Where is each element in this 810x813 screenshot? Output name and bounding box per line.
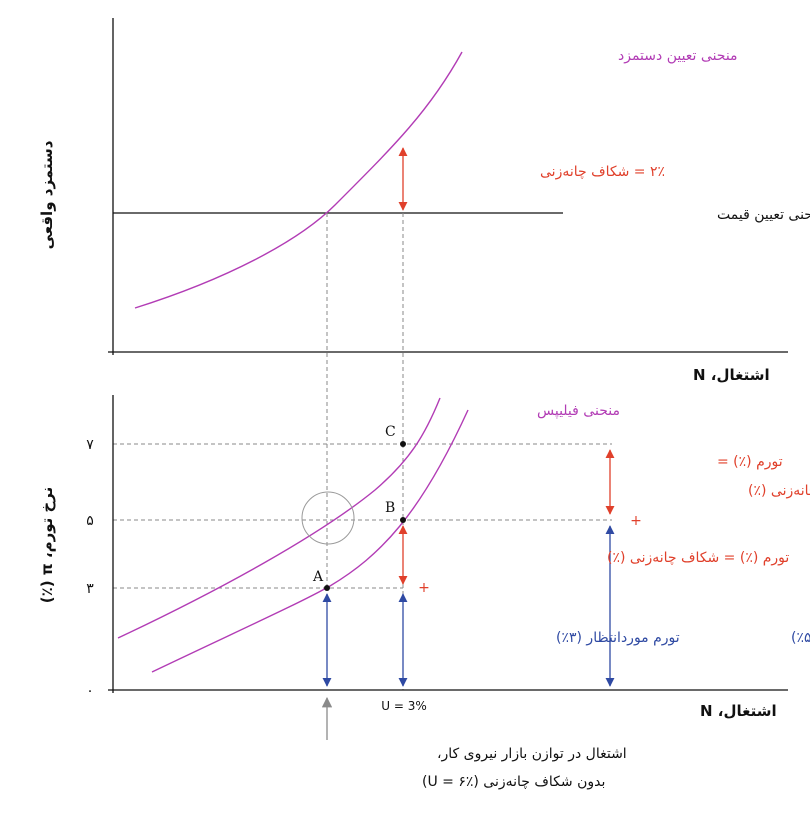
point-a-label: A [312, 569, 324, 585]
u3-label: U = 3% [381, 699, 427, 713]
tick-5: ۵ [86, 513, 94, 529]
tick-3: ۳ [86, 581, 94, 597]
wage-curve-label: منحنی تعیین دستمزد [618, 48, 738, 64]
price-curve-label: منحنی تعیین قیمت [717, 207, 810, 223]
bottom-x-axis-title: اشتغال، N [700, 702, 777, 720]
tick-7: ۷ [86, 437, 94, 453]
plus-sign-upper: + [630, 513, 642, 529]
point-c [400, 441, 406, 447]
point-b-label: B [385, 500, 395, 516]
plus-sign-lower: + [418, 580, 430, 596]
gap-label-upper-line2: شکاف چانه‌زنی (٪) [748, 483, 810, 499]
gap-label-lower: تورم (٪) = شکاف چانه‌زنی (٪) [607, 550, 789, 566]
top-panel: منحنی تعیین دستمزد ۲٪ = شکاف چانه‌زنی من… [38, 18, 810, 384]
guide-lines [113, 213, 612, 690]
point-a [324, 585, 330, 591]
wage-setting-curve [134, 51, 463, 309]
gap-label-upper-line1: تورم (٪) = [717, 454, 783, 470]
top-y-axis-title: دستمزد واقعی [38, 140, 56, 249]
equilibrium-note-line1: اشتغال در توازن بازار نیروی کار، [437, 746, 627, 762]
top-x-axis-title: اشتغال، N [693, 366, 770, 384]
phillips-curve-lower [151, 409, 469, 673]
point-c-label: C [385, 424, 396, 440]
phillips-curve-label: منحنی فیلیپس [537, 403, 620, 419]
bottom-y-axis-title: نرخ تورم، π (٪) [38, 487, 56, 604]
equilibrium-highlight-circle [301, 491, 355, 545]
markup-gap-label: ۲٪ = شکاف چانه‌زنی [540, 164, 665, 180]
tick-0: ۰ [86, 683, 94, 699]
point-b [400, 517, 406, 523]
expected-5-label: تورم موردانتظار (۵٪) [791, 630, 810, 646]
equilibrium-note-line2: بدون شکاف چانه‌زنی (U = ۶٪) [422, 774, 605, 790]
phillips-curve-upper [117, 397, 441, 639]
bottom-panel: ۷ ۵ ۳ ۰ C B A U = 3% منحنی فیلیپس تورم (… [38, 395, 810, 790]
expected-3-label: تورم موردانتظار (۳٪) [556, 630, 680, 646]
